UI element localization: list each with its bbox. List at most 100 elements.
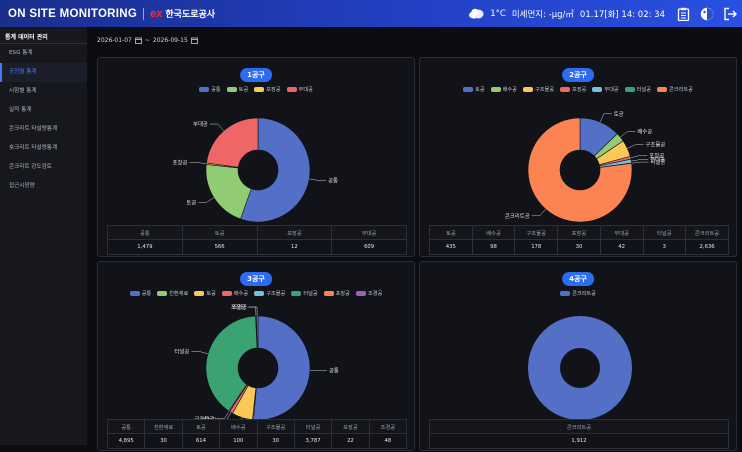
table-cell: 178 xyxy=(515,240,558,255)
calendar-icon[interactable] xyxy=(135,37,142,44)
sidebar-item[interactable]: 접근시망량 xyxy=(0,177,87,196)
table-cell: 566 xyxy=(182,240,257,255)
calendar-icon[interactable] xyxy=(191,37,198,44)
start-date-value: 2026-01-07 xyxy=(97,37,132,44)
table-cell: 30 xyxy=(145,434,182,449)
logo-mark: ex xyxy=(150,8,162,20)
chart-panel: 4공구콘크리트공콘크리트공콘크리트공1,912 xyxy=(419,261,737,451)
table-header-cell: 공통 xyxy=(108,420,145,434)
table-cell: 614 xyxy=(182,434,219,449)
table-cell: 100 xyxy=(220,434,257,449)
table-header-cell: 부대공 xyxy=(332,226,407,240)
temperature: 1°C xyxy=(490,9,506,19)
table-header-cell: 콘크리트공 xyxy=(430,420,729,434)
label-leader-line xyxy=(632,162,649,163)
table-cell: 22 xyxy=(332,434,369,449)
clipboard-icon[interactable] xyxy=(677,6,690,20)
table-cell: 42 xyxy=(600,240,643,255)
label-leader-line xyxy=(189,163,206,164)
slice-label: 토공 xyxy=(614,111,624,118)
slice-label: 부대공 xyxy=(193,120,208,128)
label-leader-line xyxy=(631,156,648,158)
top-bar: ON SITE MONITORING ex 한국도로공사 1°C 미세먼지: -… xyxy=(0,0,742,27)
table-header-cell: 친환재료 xyxy=(145,420,182,434)
table-header-cell: 토공 xyxy=(182,420,219,434)
sidebar-title: 통계 데이터 관리 xyxy=(0,27,87,44)
table-cell: 1,912 xyxy=(430,434,729,449)
table-header-cell: 터널공 xyxy=(294,420,331,434)
theme-icon[interactable] xyxy=(700,6,713,20)
date-range-filter: 2026-01-07 ~ 2026-09-15 xyxy=(97,37,198,44)
datetime: 01.17[화] 14: 02: 34 xyxy=(580,8,665,20)
table-cell: 609 xyxy=(332,240,407,255)
logout-icon[interactable] xyxy=(723,6,736,20)
table-header-cell: 배수공 xyxy=(220,420,257,434)
slice-label: 조경공 xyxy=(232,304,247,311)
slice-label: 배수공 xyxy=(637,128,652,136)
table-header-cell: 콘크리트공 xyxy=(686,226,729,240)
table-cell: 4,895 xyxy=(108,434,145,449)
table-header-cell: 공통 xyxy=(108,226,183,240)
slice-label: 공통 xyxy=(328,177,338,184)
sidebar-item[interactable]: 숏크리트 타설량통계 xyxy=(0,139,87,158)
org-name: 한국도로공사 xyxy=(165,7,215,20)
sidebar-item[interactable]: 공정별 통계 xyxy=(0,63,87,82)
date-separator: ~ xyxy=(145,37,150,44)
donut-slice[interactable] xyxy=(253,316,310,420)
label-leader-line xyxy=(248,307,256,316)
cloud-icon xyxy=(468,8,484,19)
slice-label: 공통 xyxy=(329,368,339,375)
chart-panel: 3공구공통친환재료토공배수공구조물공터널공포장공조경공공통친환재료토공배수공구조… xyxy=(97,261,415,451)
table-header-cell: 포장공 xyxy=(558,226,601,240)
table-cell: 30 xyxy=(558,240,601,255)
org-logo[interactable]: ex 한국도로공사 xyxy=(150,7,215,20)
table-header-cell: 조경공 xyxy=(369,420,406,434)
slice-label: 터널공 xyxy=(650,158,665,166)
label-leader-line xyxy=(191,351,208,353)
donut-slice[interactable] xyxy=(206,118,258,167)
table-header-cell: 토공 xyxy=(430,226,473,240)
title-divider xyxy=(143,8,144,20)
label-leader-line xyxy=(620,132,635,138)
sidebar-item[interactable]: ESG 통계 xyxy=(0,44,87,63)
slice-label: 토공 xyxy=(186,199,196,206)
sidebar-item[interactable]: 콘크리트 강도검토 xyxy=(0,158,87,177)
end-date-value: 2026-09-15 xyxy=(153,37,188,44)
table-header-cell: 터널공 xyxy=(643,226,686,240)
app-title: ON SITE MONITORING xyxy=(8,8,137,20)
table-cell: 3 xyxy=(643,240,686,255)
sidebar-item[interactable]: 콘크리트 타설량통계 xyxy=(0,120,87,139)
end-date-field[interactable]: 2026-09-15 xyxy=(153,37,198,44)
label-leader-line xyxy=(532,209,546,216)
table-header-cell: 구조물공 xyxy=(515,226,558,240)
label-leader-line xyxy=(309,179,326,181)
table-cell: 48 xyxy=(369,434,406,449)
table-header-cell: 부대공 xyxy=(600,226,643,240)
table-cell: 2,636 xyxy=(686,240,729,255)
start-date-field[interactable]: 2026-01-07 xyxy=(97,37,142,44)
label-leader-line xyxy=(198,198,214,203)
sidebar-item[interactable]: 실적 통계 xyxy=(0,101,87,120)
slice-label: 구조물공 xyxy=(645,142,665,149)
table-header-row: 콘크리트공 xyxy=(430,420,729,434)
table-header-cell: 포장공 xyxy=(332,420,369,434)
table-cell: 3,787 xyxy=(294,434,331,449)
label-leader-line xyxy=(210,124,224,131)
slice-label: 콘크리트공 xyxy=(505,212,530,220)
table-header-cell: 토공 xyxy=(182,226,257,240)
label-leader-line xyxy=(600,114,611,122)
table-header-cell: 배수공 xyxy=(472,226,515,240)
donut-slice[interactable] xyxy=(544,332,616,404)
table-header-cell: 구조물공 xyxy=(257,420,294,434)
sidebar-item[interactable]: 시험별 통계 xyxy=(0,82,87,101)
